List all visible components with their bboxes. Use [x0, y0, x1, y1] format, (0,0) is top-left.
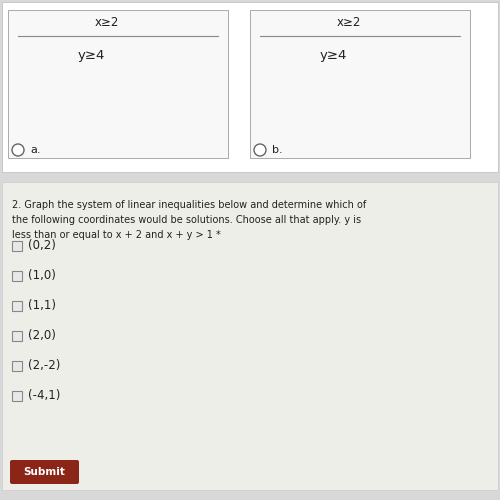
Text: (2,0): (2,0): [28, 330, 56, 342]
Text: the following coordinates would be solutions. Choose all that apply. y is: the following coordinates would be solut…: [12, 215, 361, 225]
Text: (1,0): (1,0): [28, 270, 56, 282]
Text: a.: a.: [30, 145, 40, 155]
Circle shape: [254, 144, 266, 156]
Bar: [12, 391, 22, 401]
FancyBboxPatch shape: [10, 460, 79, 484]
Text: (2,-2): (2,-2): [28, 360, 60, 372]
Text: y≥4: y≥4: [320, 50, 347, 62]
Bar: [2, 182, 498, 490]
Text: 2. Graph the system of linear inequalities below and determine which of: 2. Graph the system of linear inequaliti…: [12, 200, 366, 210]
Bar: [2, 2, 498, 172]
Text: b.: b.: [272, 145, 282, 155]
Text: x≥2: x≥2: [95, 16, 119, 28]
Text: (-4,1): (-4,1): [28, 390, 60, 402]
Bar: [12, 301, 22, 311]
Text: (1,1): (1,1): [28, 300, 56, 312]
Text: less than or equal to x + 2 and x + y > 1 *: less than or equal to x + 2 and x + y > …: [12, 230, 221, 240]
Circle shape: [12, 144, 24, 156]
Bar: [12, 331, 22, 341]
Text: Submit: Submit: [24, 467, 66, 477]
Bar: [250, 10, 470, 158]
Bar: [8, 10, 228, 158]
Text: y≥4: y≥4: [78, 50, 106, 62]
Text: x≥2: x≥2: [337, 16, 361, 28]
Text: (0,2): (0,2): [28, 240, 56, 252]
Bar: [12, 241, 22, 251]
Bar: [12, 271, 22, 281]
Bar: [12, 361, 22, 371]
